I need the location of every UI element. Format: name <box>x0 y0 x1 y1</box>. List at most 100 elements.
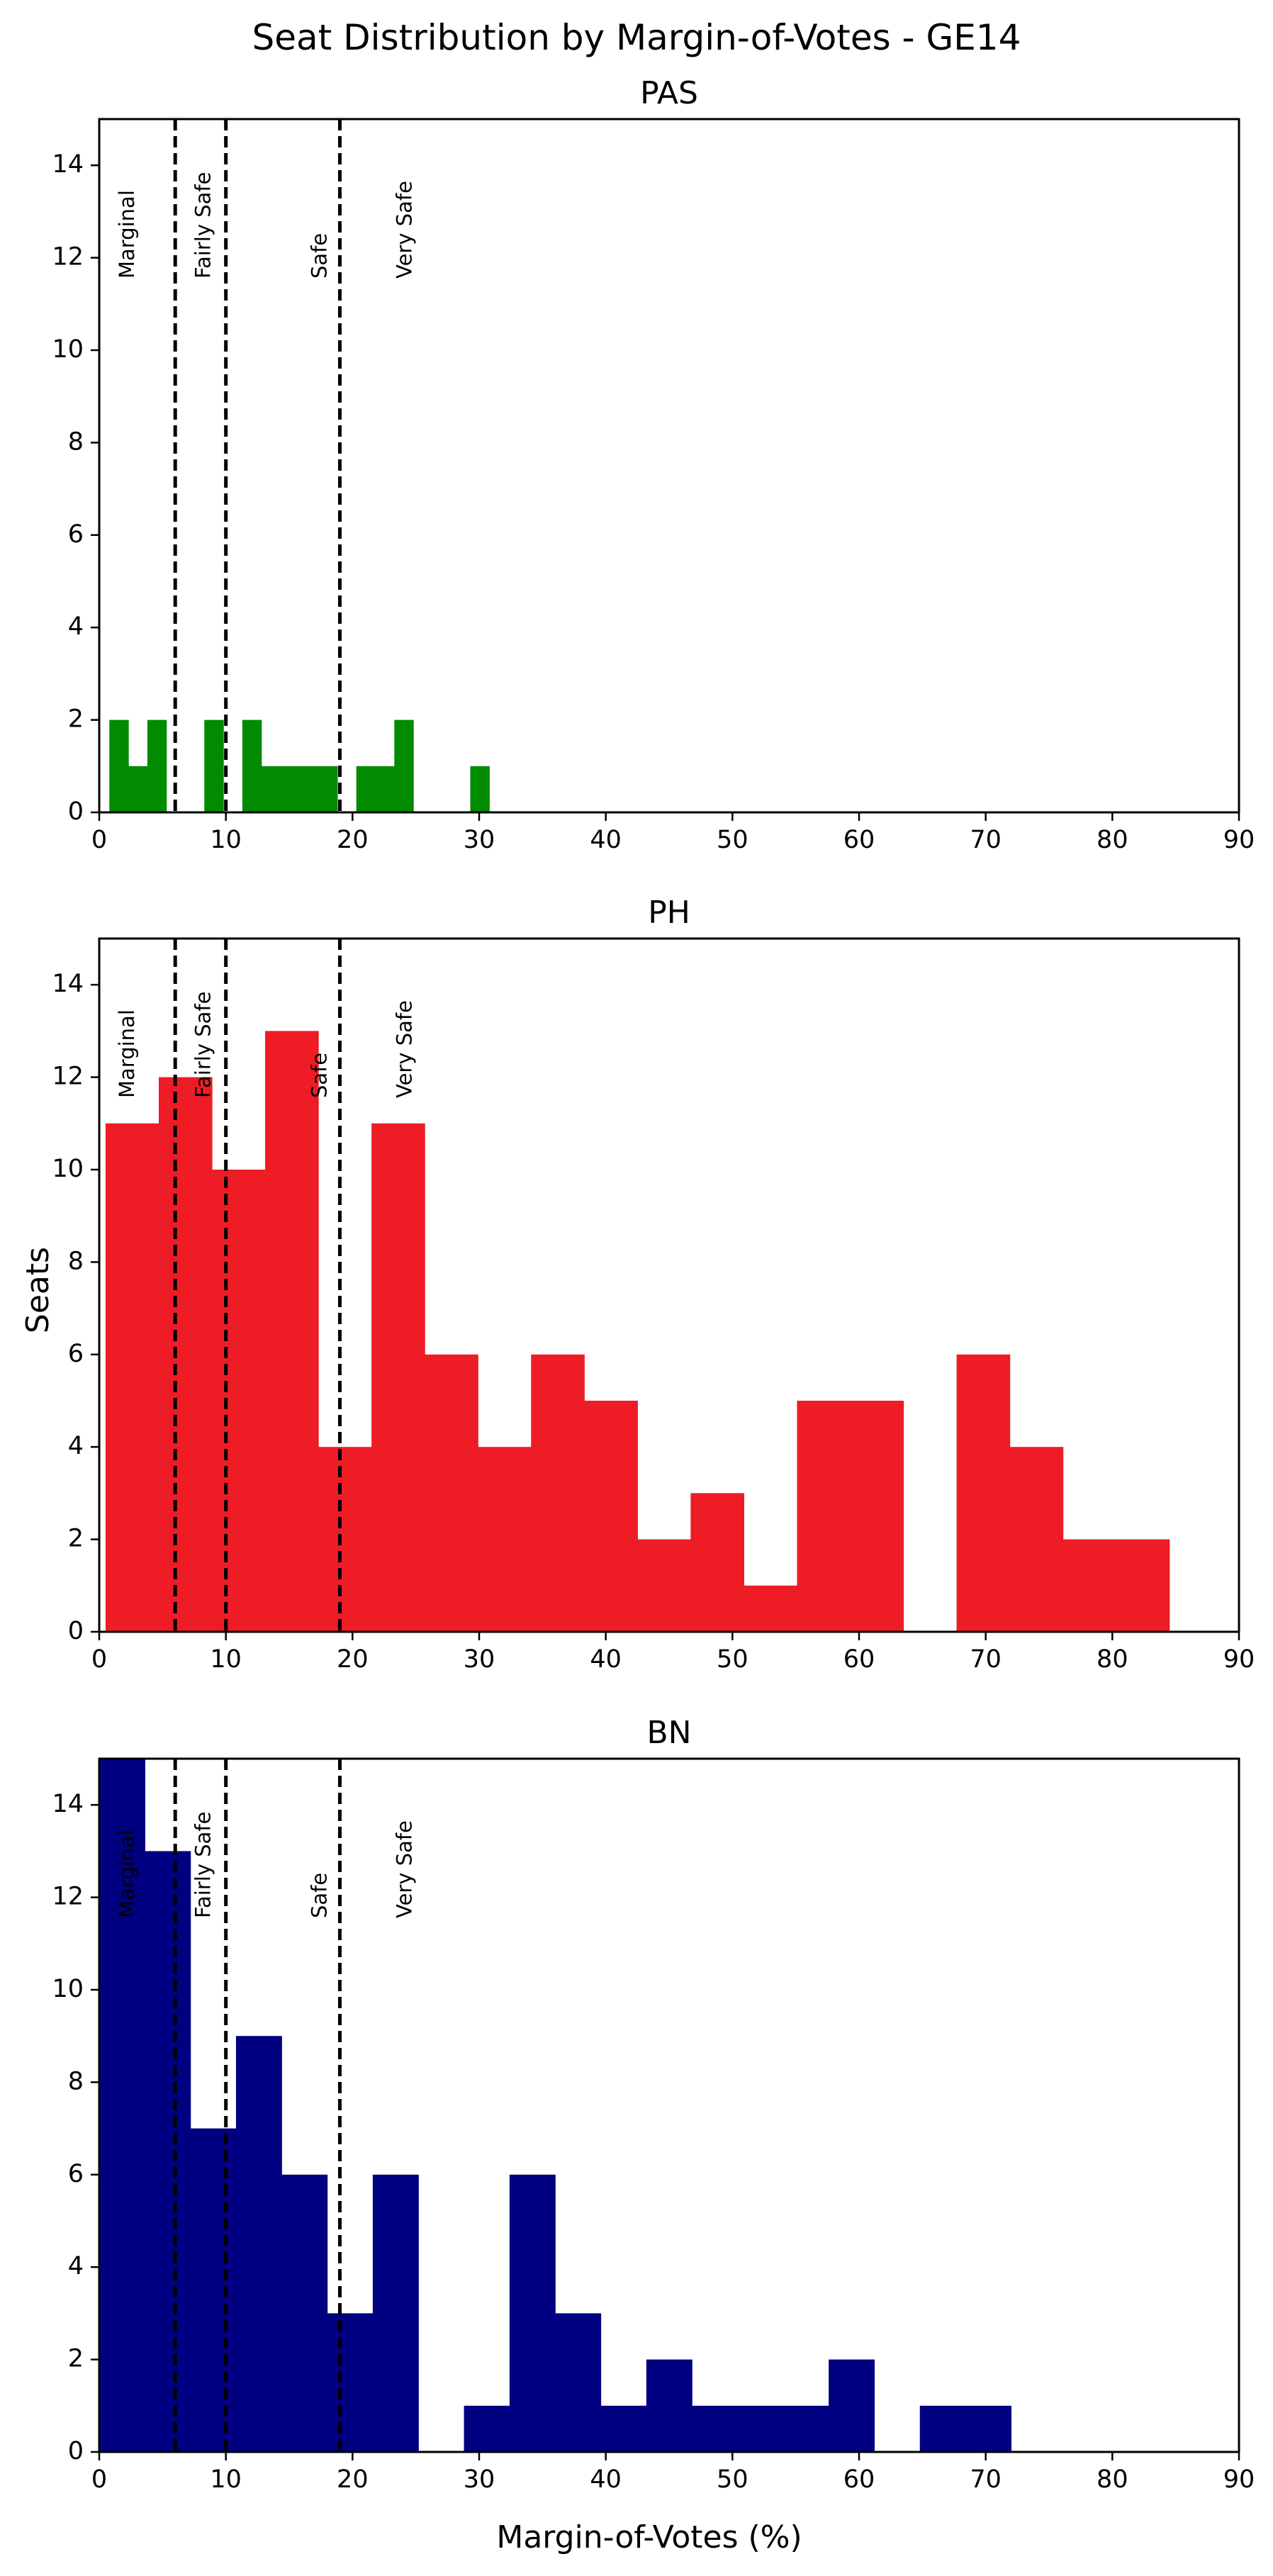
panel-title: BN <box>646 1715 691 1751</box>
histogram-bar <box>919 2405 966 2452</box>
x-tick-label: 70 <box>970 826 1002 854</box>
category-label: Very Safe <box>392 181 416 279</box>
histogram-bar <box>235 2036 282 2452</box>
histogram-bar <box>299 766 319 812</box>
histogram-bar <box>147 719 167 812</box>
x-tick-label: 40 <box>590 826 622 854</box>
histogram-bar <box>509 2174 556 2452</box>
histogram-bar <box>1116 1539 1170 1632</box>
x-tick-label: 40 <box>590 2465 622 2494</box>
histogram-bar <box>425 1354 478 1632</box>
x-axis-label: Margin-of-Votes (%) <box>496 2519 802 2555</box>
bar-group <box>99 1759 1011 2452</box>
x-tick-label: 20 <box>337 2465 369 2494</box>
category-label: Marginal <box>115 1830 139 1918</box>
x-tick-label: 20 <box>337 1645 369 1674</box>
category-label: Very Safe <box>392 1820 416 1918</box>
axes-frame <box>98 118 1240 814</box>
histogram-bar <box>531 1354 585 1632</box>
panel-title: PAS <box>640 75 698 111</box>
x-tick-label: 90 <box>1223 826 1255 854</box>
histogram-bar <box>145 1851 191 2452</box>
x-tick-label: 0 <box>91 1645 107 1674</box>
y-tick-label: 4 <box>68 1432 84 1460</box>
histogram-bar <box>109 719 129 812</box>
histogram-bar <box>394 719 414 812</box>
axes-frame <box>98 1757 1240 2453</box>
histogram-bar <box>372 2174 419 2452</box>
histogram-bar <box>105 1123 159 1632</box>
y-tick-label: 4 <box>68 2252 84 2280</box>
y-tick-label: 12 <box>52 1063 84 1091</box>
histogram-bar <box>1062 1539 1117 1632</box>
y-tick-label: 8 <box>68 2067 84 2095</box>
x-tick-label: 50 <box>717 826 748 854</box>
histogram-bar <box>783 2405 829 2452</box>
x-tick-label: 20 <box>337 826 369 854</box>
y-tick-label: 0 <box>68 2437 84 2465</box>
y-tick-label: 6 <box>68 520 84 549</box>
x-tick-label: 50 <box>717 1645 748 1674</box>
histogram-bar <box>375 766 395 812</box>
histogram-bar <box>464 2405 510 2452</box>
y-tick-label: 2 <box>68 1525 84 1553</box>
x-tick-label: 30 <box>464 2465 495 2494</box>
histogram-bar <box>478 1447 532 1632</box>
category-label: Marginal <box>115 1009 139 1098</box>
x-tick-label: 10 <box>210 2465 242 2494</box>
histogram-bar <box>327 2313 374 2452</box>
y-tick-label: 6 <box>68 1340 84 1368</box>
x-tick-label: 70 <box>970 1645 1002 1674</box>
x-tick-label: 0 <box>91 2465 107 2494</box>
y-tick-label: 4 <box>68 612 84 641</box>
histogram-bar <box>1009 1447 1064 1632</box>
category-label: Very Safe <box>392 1000 416 1098</box>
histogram-bar <box>690 1493 745 1632</box>
x-tick-label: 60 <box>843 826 875 854</box>
y-tick-label: 14 <box>52 150 84 179</box>
histogram-bar <box>850 1401 904 1632</box>
category-label: Fairly Safe <box>191 992 215 1098</box>
category-label: Safe <box>308 1053 332 1098</box>
category-label: Safe <box>308 1873 332 1918</box>
histogram-bar <box>242 719 262 812</box>
y-tick-label: 6 <box>68 2160 84 2188</box>
x-tick-label: 30 <box>464 826 495 854</box>
histogram-bar <box>356 766 376 812</box>
histogram-bar <box>371 1123 425 1632</box>
y-tick-label: 0 <box>68 1617 84 1645</box>
histogram-bar <box>318 1447 372 1632</box>
category-label: Fairly Safe <box>191 172 215 279</box>
category-label: Safe <box>308 233 332 279</box>
x-tick-label: 60 <box>843 2465 875 2494</box>
histogram-bar <box>956 1354 1011 1632</box>
x-tick-label: 10 <box>210 826 242 854</box>
y-tick-label: 2 <box>68 705 84 734</box>
histogram-bar <box>190 2128 237 2452</box>
histogram-bar <box>158 1077 213 1632</box>
bar-group <box>105 1031 1170 1632</box>
histogram-bar <box>797 1401 851 1632</box>
histogram-bar <box>128 766 148 812</box>
histogram-bar <box>261 766 281 812</box>
histogram-bar <box>470 766 490 812</box>
y-tick-label: 10 <box>52 1155 84 1183</box>
y-tick-label: 12 <box>52 243 84 271</box>
x-tick-label: 10 <box>210 1645 242 1674</box>
histogram-bar <box>212 1170 266 1632</box>
histogram-bar <box>744 1585 798 1632</box>
y-tick-label: 14 <box>52 1790 84 1818</box>
chart-title: Seat Distribution by Margin-of-Votes - G… <box>252 17 1021 58</box>
histogram-bar <box>584 1401 638 1632</box>
histogram-bar <box>646 2359 692 2452</box>
x-tick-label: 80 <box>1097 826 1128 854</box>
histogram-bar <box>829 2359 875 2452</box>
x-tick-label: 70 <box>970 2465 1002 2494</box>
panel-title: PH <box>648 895 690 931</box>
y-axis-label: Seats <box>20 1247 56 1333</box>
x-tick-label: 40 <box>590 1645 622 1674</box>
